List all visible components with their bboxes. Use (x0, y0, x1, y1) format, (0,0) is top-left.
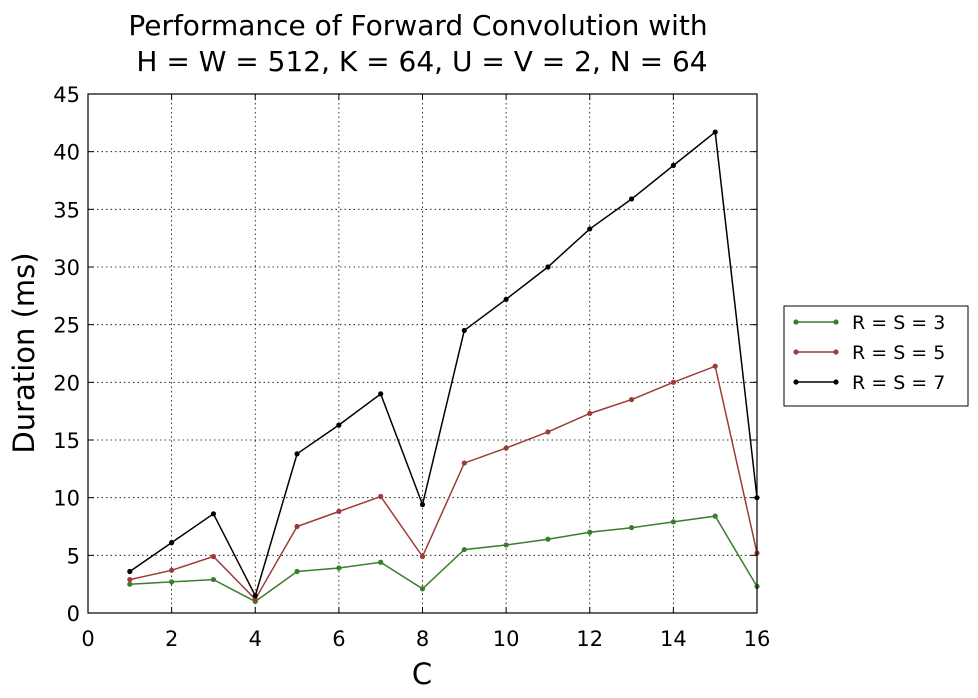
legend-marker (793, 319, 799, 325)
x-tick-label: 14 (660, 627, 687, 651)
data-point (712, 513, 718, 519)
legend-marker (833, 379, 839, 385)
data-point (712, 129, 718, 135)
y-tick-label: 25 (53, 314, 80, 338)
legend-label: R = S = 3 (852, 312, 945, 334)
x-tick-label: 2 (165, 627, 178, 651)
data-point (210, 553, 217, 560)
data-point (419, 501, 426, 508)
x-tick-label: 12 (576, 627, 603, 651)
data-point (336, 565, 342, 571)
data-point (127, 581, 133, 587)
x-tick-label: 4 (249, 627, 262, 651)
data-point (169, 579, 175, 585)
data-point (587, 226, 593, 232)
chart-title-line-2: H = W = 512, K = 64, U = V = 2, N = 64 (136, 45, 707, 78)
data-point (461, 327, 467, 334)
data-point (503, 296, 509, 302)
x-tick-label: 10 (493, 627, 520, 651)
x-axis-label: C (412, 657, 432, 691)
y-tick-label: 40 (53, 141, 80, 165)
axis-ticks: 0 2 4 6 8 10 12 14 16 0 5 10 15 20 25 30 35 40 45 (53, 83, 770, 651)
data-point (461, 460, 467, 466)
data-point (545, 536, 551, 542)
data-point (587, 410, 593, 417)
legend: R = S = 3 R = S = 5 R = S = 7 (783, 305, 969, 407)
data-point (378, 493, 384, 500)
data-point (210, 576, 217, 583)
y-axis-label: Duration (ms) (7, 252, 41, 453)
data-point (545, 429, 551, 435)
y-tick-label: 15 (53, 429, 80, 453)
data-point (127, 576, 133, 583)
y-tick-label: 10 (53, 487, 80, 511)
series-line (129, 515, 758, 603)
data-point (294, 451, 300, 457)
series-2 (127, 363, 760, 602)
data-point (545, 264, 551, 270)
data-point (419, 586, 426, 592)
data-point (503, 445, 509, 451)
x-tick-label: 16 (744, 627, 771, 651)
legend-label: R = S = 5 (852, 342, 945, 364)
data-point (419, 553, 426, 560)
data-point (252, 593, 258, 599)
x-tick-label: 0 (81, 627, 94, 651)
data-point (294, 523, 300, 530)
data-point (628, 397, 635, 403)
data-point (587, 529, 593, 535)
data-point (169, 567, 175, 573)
series-1 (127, 513, 760, 605)
legend-marker (793, 379, 799, 385)
y-tick-label: 20 (53, 371, 80, 395)
data-point (712, 363, 718, 369)
legend-marker (833, 349, 839, 355)
data-point (294, 568, 300, 575)
data-point (670, 519, 676, 525)
legend-marker (833, 319, 839, 325)
series-line (129, 365, 758, 601)
data-point (461, 546, 467, 553)
data-point (628, 525, 635, 531)
data-point (628, 196, 635, 202)
y-tick-label: 45 (53, 83, 80, 107)
data-point (670, 379, 676, 385)
y-tick-label: 35 (53, 198, 80, 222)
data-point (169, 540, 175, 546)
y-tick-label: 30 (53, 256, 80, 280)
data-point (670, 162, 676, 169)
data-point (336, 422, 342, 428)
x-tick-label: 8 (416, 627, 429, 651)
y-tick-label: 0 (67, 602, 80, 626)
data-point (127, 568, 133, 575)
legend-marker (793, 349, 799, 355)
y-tick-label: 5 (67, 544, 80, 568)
series-line (129, 130, 758, 598)
legend-label: R = S = 7 (852, 372, 945, 394)
data-point (378, 559, 384, 565)
data-point (336, 508, 342, 515)
data-point (210, 511, 217, 517)
data-point (503, 542, 509, 548)
series-layer (127, 129, 760, 605)
data-point (378, 391, 384, 397)
x-tick-label: 6 (332, 627, 345, 651)
series-3 (127, 129, 760, 599)
chart-title-line-1: Performance of Forward Convolution with (128, 9, 707, 42)
grid-lines (88, 94, 757, 613)
